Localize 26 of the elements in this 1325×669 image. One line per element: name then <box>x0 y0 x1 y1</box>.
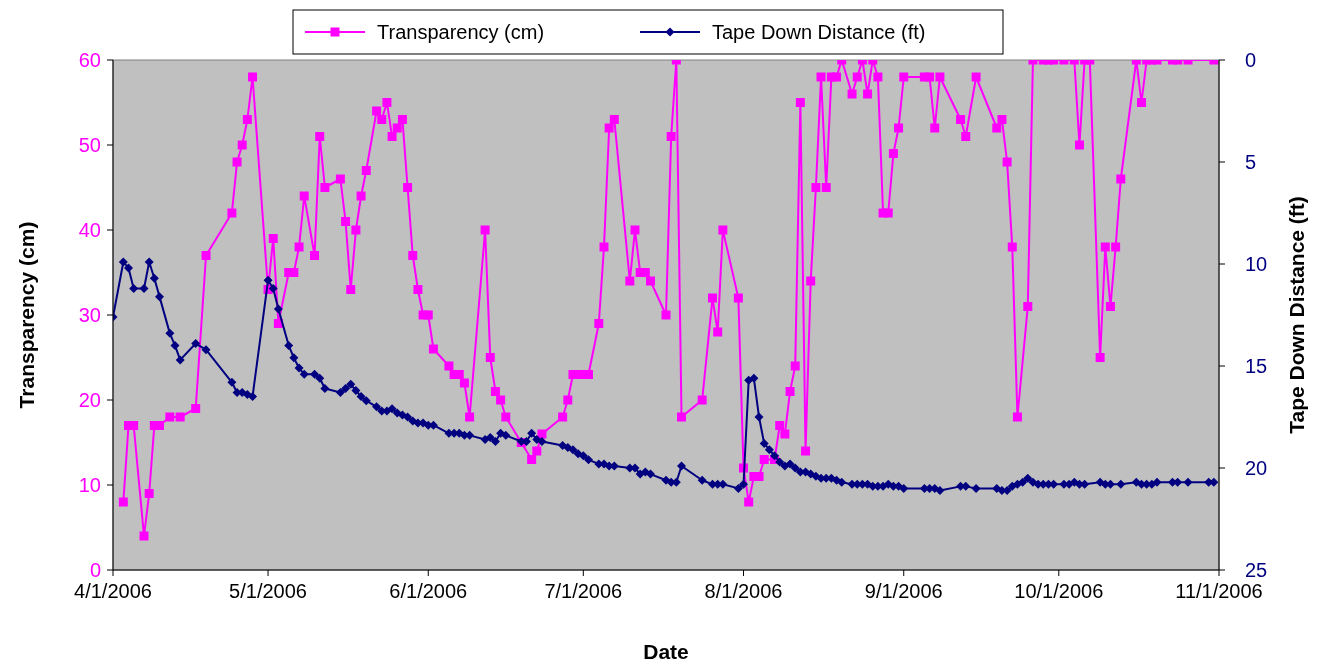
x-axis-title: Date <box>643 640 689 663</box>
x-tick-label: 7/1/2006 <box>544 580 623 602</box>
y2-tick-label: 25 <box>1245 559 1268 581</box>
y-tick-label: 10 <box>78 474 101 496</box>
y2-tick-label: 0 <box>1245 49 1257 71</box>
x-tick-label: 4/1/2006 <box>74 580 152 602</box>
y2-tick-label: 10 <box>1245 253 1268 275</box>
x-tick-label: 10/1/2006 <box>1014 580 1104 602</box>
y-tick-label: 40 <box>78 219 101 241</box>
x-tick-label: 5/1/2006 <box>229 580 307 602</box>
y2-tick-label: 20 <box>1245 457 1268 479</box>
y-tick-label: 20 <box>78 389 101 411</box>
x-tick-label: 11/1/2006 <box>1175 580 1263 602</box>
legend-label: Tape Down Distance (ft) <box>712 21 926 43</box>
y2-axis-title: Tape Down Distance (ft) <box>1285 196 1308 434</box>
y-tick-label: 50 <box>78 134 101 156</box>
y-axis-title: Transparency (cm) <box>15 221 38 409</box>
y-tick-label: 0 <box>89 559 101 581</box>
x-tick-label: 9/1/2006 <box>864 580 943 602</box>
x-tick-label: 6/1/2006 <box>389 580 468 602</box>
y2-tick-label: 5 <box>1245 151 1257 173</box>
y-tick-label: 30 <box>78 304 101 326</box>
y-tick-label: 60 <box>78 49 101 71</box>
x-tick-label: 8/1/2006 <box>704 580 783 602</box>
y2-tick-label: 15 <box>1245 355 1268 377</box>
legend-label: Transparency (cm) <box>377 21 545 43</box>
